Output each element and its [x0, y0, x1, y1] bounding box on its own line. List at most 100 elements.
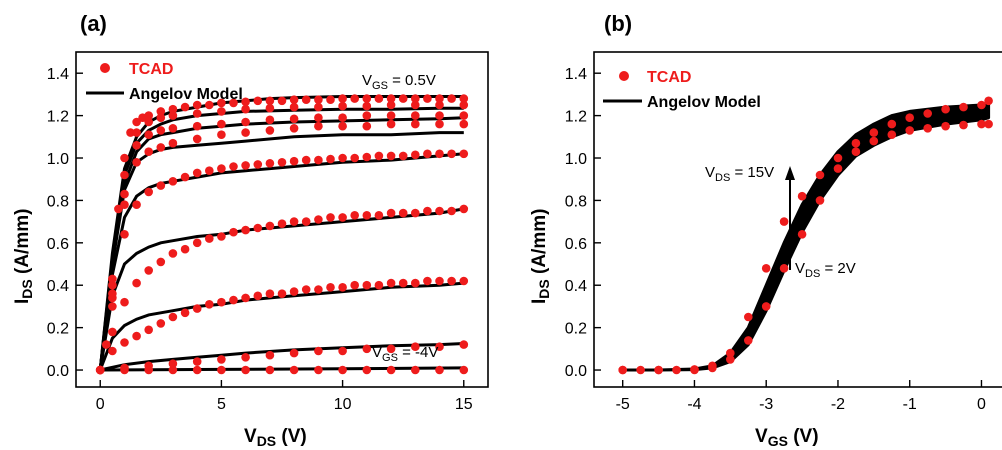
- tcad-point: [108, 274, 117, 284]
- tcad-point: [289, 156, 299, 166]
- tcad-point: [241, 128, 250, 137]
- y-tick-label: 1.2: [565, 109, 587, 126]
- tcad-point: [636, 365, 645, 375]
- tcad-point: [797, 191, 807, 201]
- tcad-point: [132, 200, 141, 209]
- tcad-point: [192, 304, 202, 313]
- tcad-point: [869, 136, 879, 146]
- tcad-point: [618, 365, 627, 375]
- tcad-point: [815, 170, 825, 180]
- model-curve: [98, 152, 464, 371]
- tcad-point: [459, 111, 469, 120]
- legend-tcad-label: TCAD: [647, 69, 691, 86]
- tcad-point: [977, 119, 986, 129]
- x-tick-label: 15: [455, 396, 473, 413]
- tcad-point: [253, 223, 263, 233]
- tcad-point: [217, 355, 226, 364]
- tcad-point: [265, 365, 275, 375]
- tcad-point: [314, 155, 323, 165]
- tcad-point: [120, 153, 129, 163]
- tcad-point: [108, 293, 117, 303]
- tcad-point: [156, 319, 166, 328]
- tcad-point: [192, 168, 202, 178]
- tcad-point: [217, 232, 226, 241]
- tcad-point: [411, 94, 420, 103]
- tcad-point: [374, 151, 384, 161]
- x-tick-label: -3: [759, 396, 773, 413]
- tcad-point: [314, 102, 323, 112]
- panel-b-x-ticks: -5 -4 -3 -2 -1 0: [616, 380, 986, 413]
- y-tick-label: 0.8: [565, 193, 587, 210]
- tcad-point: [459, 204, 469, 214]
- tcad-point: [168, 359, 178, 369]
- panel-a: (a) 0.0 0.2 0.4 0.6 0.8 1.0 1.2 1.4 0 5 10 15 TCAD…: [12, 11, 489, 449]
- tcad-point: [132, 158, 141, 167]
- tcad-point: [779, 264, 789, 273]
- tcad-point: [905, 126, 914, 135]
- tcad-point: [168, 249, 178, 258]
- tcad-point: [192, 109, 202, 118]
- tcad-point: [941, 121, 950, 131]
- tcad-point: [108, 302, 117, 311]
- tcad-point: [132, 117, 141, 127]
- tcad-point: [314, 285, 323, 294]
- tcad-point: [289, 217, 299, 226]
- tcad-point: [217, 297, 226, 307]
- tcad-point: [168, 104, 178, 114]
- tcad-point: [289, 365, 299, 375]
- tcad-point: [326, 213, 335, 222]
- tcad-point: [192, 238, 202, 248]
- tcad-point: [984, 96, 993, 106]
- tcad-point: [362, 280, 372, 290]
- tcad-point: [277, 219, 287, 228]
- tcad-point: [168, 138, 178, 148]
- tcad-point: [156, 113, 166, 122]
- tcad-point: [386, 208, 396, 218]
- tcad-point: [423, 206, 432, 216]
- tcad-point: [192, 365, 202, 375]
- legend-tcad-label: TCAD: [129, 61, 173, 78]
- panel-a-x-axis-title: VDS (V): [244, 426, 307, 449]
- tcad-point: [120, 170, 129, 180]
- tcad-point: [411, 278, 420, 288]
- tcad-point: [265, 96, 275, 106]
- tcad-point: [362, 365, 372, 375]
- tcad-point: [168, 124, 178, 133]
- tcad-point: [459, 100, 469, 110]
- tcad-point: [289, 287, 299, 296]
- tcad-point: [168, 365, 178, 375]
- annotation-vds-15: VDS = 15V: [705, 164, 774, 184]
- tcad-point: [350, 280, 360, 290]
- tcad-point: [386, 344, 396, 354]
- tcad-point: [144, 147, 153, 156]
- tcad-point: [411, 111, 420, 120]
- tcad-point: [386, 111, 396, 120]
- tcad-point: [314, 215, 323, 224]
- tcad-point: [435, 342, 444, 352]
- tcad-point: [447, 149, 456, 159]
- tcad-point: [923, 124, 932, 133]
- panel-a-legend: TCAD Angelov Model: [86, 61, 243, 103]
- tcad-point: [253, 291, 263, 301]
- tcad-point: [144, 117, 153, 127]
- tcad-point: [744, 312, 753, 322]
- tcad-point: [654, 365, 663, 375]
- tcad-point: [253, 96, 263, 106]
- y-tick-label: 1.0: [47, 151, 69, 168]
- annotation-vgs-bottom: VGS = -4V: [372, 344, 438, 364]
- tcad-point: [180, 102, 190, 112]
- x-tick-label: 0: [977, 396, 986, 413]
- tcad-point: [156, 126, 166, 135]
- y-tick-label: 0.2: [47, 321, 69, 338]
- tcad-point: [761, 264, 771, 273]
- tcad-point: [229, 227, 238, 237]
- tcad-point: [362, 344, 372, 354]
- tcad-point: [144, 266, 153, 275]
- tcad-point: [156, 257, 166, 267]
- tcad-point: [977, 100, 986, 110]
- tcad-point: [241, 353, 250, 362]
- tcad-point: [338, 213, 347, 222]
- y-tick-label: 0.6: [565, 236, 587, 253]
- tcad-point: [423, 276, 432, 286]
